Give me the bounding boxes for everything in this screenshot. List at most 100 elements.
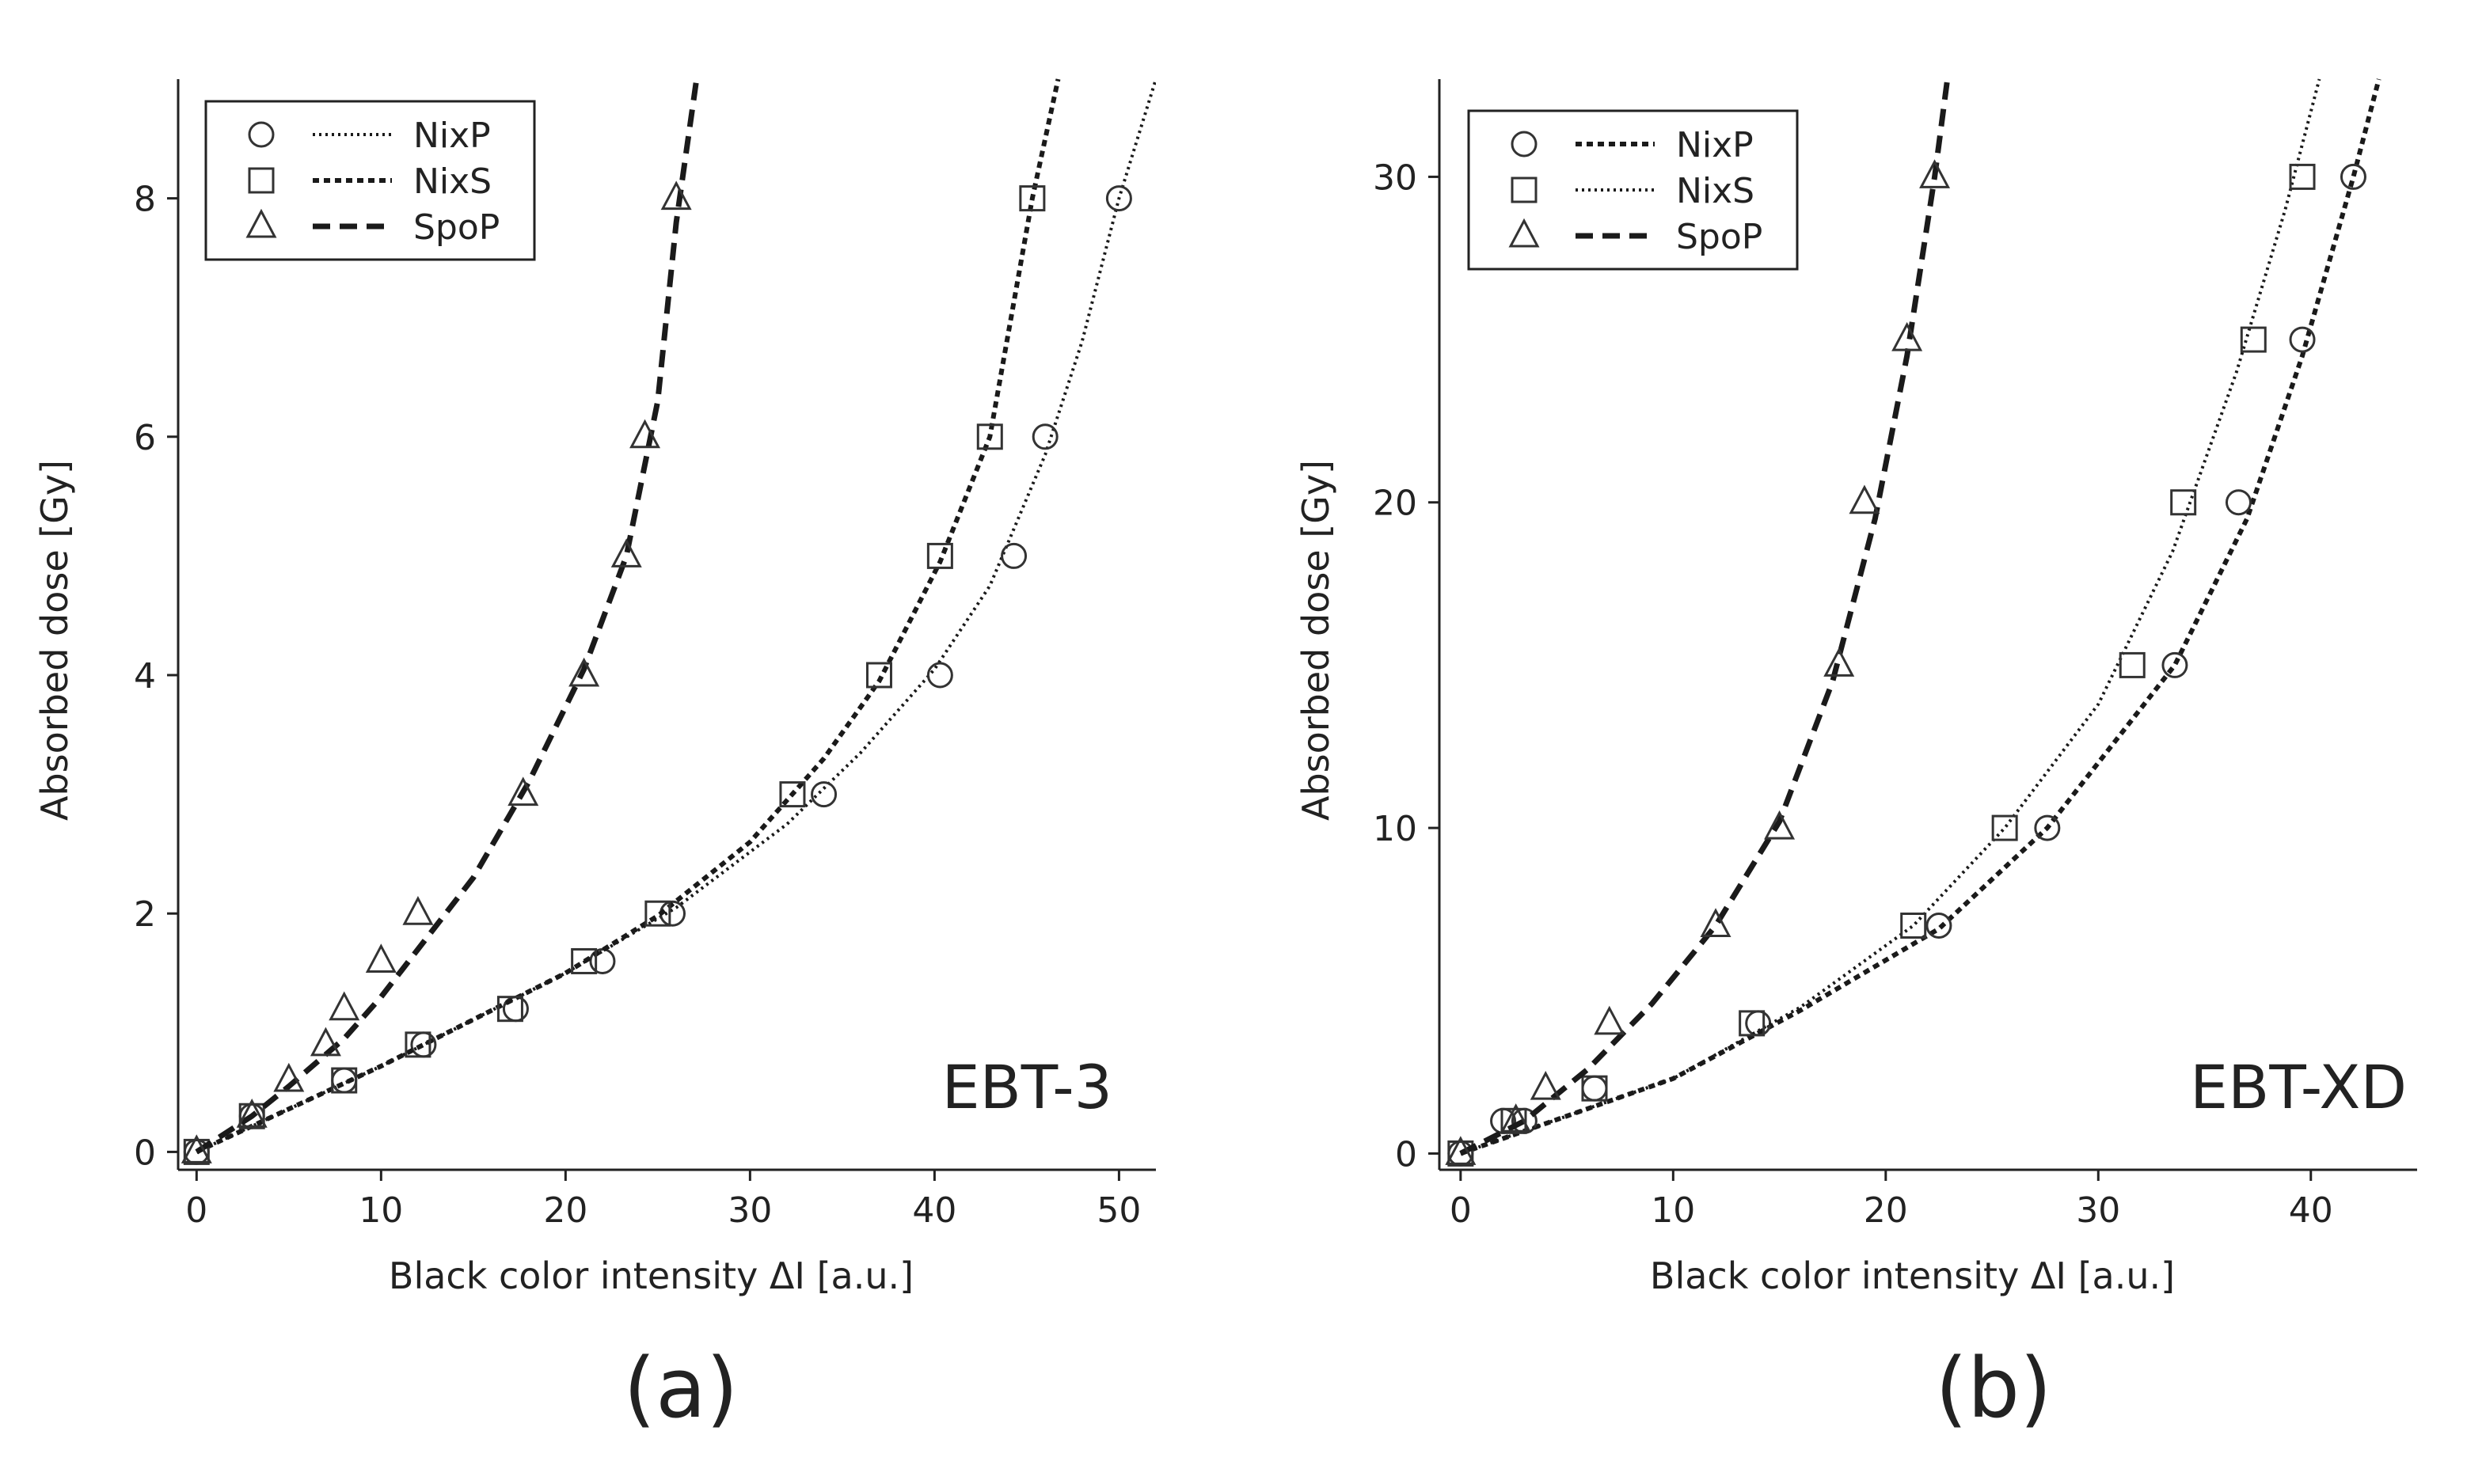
data-point-spop: [273, 1062, 305, 1092]
data-point-spop: [1594, 1005, 1625, 1035]
x-tick-label: 20: [543, 1190, 587, 1231]
y-tick-label: 30: [1373, 158, 1417, 198]
data-point-spop: [568, 657, 600, 687]
legend: NixP NixS SpoP: [204, 100, 536, 261]
data-point-spop: [329, 991, 360, 1021]
data-point-spop: [310, 1027, 341, 1057]
panel-label: (a): [624, 1340, 739, 1437]
y-tick-label: 4: [134, 656, 156, 696]
data-point-nixs: [1991, 814, 2018, 841]
series-nixs: [183, 78, 1061, 1165]
x-tick-label: 40: [912, 1190, 956, 1231]
data-point-spop: [181, 1134, 212, 1163]
series-spop: [1445, 78, 1951, 1165]
data-point-nixp: [811, 781, 838, 808]
fit-curve-nixp: [196, 78, 1156, 1154]
y-tick-label: 2: [134, 894, 156, 935]
data-point-nixs: [1447, 1140, 1474, 1167]
data-point-nixp: [2161, 651, 2188, 678]
data-point-nixp: [1581, 1075, 1608, 1102]
data-point-nixp: [1105, 185, 1132, 212]
x-axis-label: Black color intensity ΔI [a.u.]: [1650, 1254, 2175, 1297]
data-point-nixp: [1001, 542, 1028, 569]
x-tick-label: 30: [728, 1190, 772, 1231]
data-point-nixs: [926, 542, 953, 569]
legend-marker-spop: [245, 208, 277, 238]
legend-label: NixS: [413, 161, 492, 202]
data-point-spop: [236, 1099, 268, 1128]
legend-label: SpoP: [1676, 217, 1762, 257]
film-type-label: EBT-3: [942, 1052, 1112, 1122]
data-point-nixp: [589, 947, 616, 974]
data-point-nixp: [2034, 814, 2061, 841]
y-tick-label: 20: [1373, 484, 1417, 524]
data-point-spop: [1500, 1103, 1532, 1133]
fit-curve-spop: [1459, 78, 1951, 1156]
x-tick-label: 0: [185, 1190, 207, 1231]
y-tick-label: 6: [134, 418, 156, 458]
data-point-nixs: [2170, 489, 2197, 516]
data-point-spop: [660, 180, 692, 211]
data-point-nixp: [926, 662, 953, 689]
legend: NixP NixS SpoP: [1467, 109, 1799, 271]
x-tick-label: 20: [1864, 1190, 1908, 1231]
y-tick-label: 0: [1395, 1134, 1417, 1175]
data-point-spop: [610, 538, 642, 567]
data-point-spop: [507, 776, 539, 807]
data-point-spop: [365, 943, 397, 973]
legend-box: [1467, 109, 1799, 271]
data-point-nixs: [1900, 912, 1927, 939]
series-nixs: [1447, 78, 2321, 1167]
panel-b: 0 10 20 30 40 0 10 20 30 Black color intensity ΔI…: [1294, 78, 2417, 1437]
data-point-nixs: [976, 423, 1003, 450]
y-tick-label: 0: [134, 1133, 156, 1173]
data-point-nixs: [2119, 651, 2146, 678]
data-point-nixp: [1925, 912, 1952, 939]
data-point-nixs: [238, 1103, 265, 1129]
data-point-nixs: [496, 996, 523, 1023]
legend-label: SpoP: [413, 207, 500, 248]
data-point-spop: [1530, 1070, 1561, 1100]
x-tick-label: 30: [2076, 1190, 2120, 1231]
legend-label: NixP: [1676, 125, 1754, 165]
legend-label: NixP: [413, 116, 491, 156]
data-point-nixs: [644, 900, 671, 927]
data-point-spop: [1445, 1136, 1477, 1165]
data-point-spop: [1823, 647, 1855, 677]
x-axis-label: Black color intensity ΔI [a.u.]: [389, 1254, 914, 1297]
data-point-spop: [1849, 484, 1880, 514]
x-tick-label: 10: [1651, 1190, 1695, 1231]
series-spop: [181, 78, 700, 1163]
y-axis-label: Absorbed dose [Gy]: [1294, 460, 1337, 821]
data-point-spop: [1891, 321, 1923, 351]
fit-curve-nixs: [1460, 78, 2321, 1156]
x-tick-label: 10: [359, 1190, 403, 1231]
data-point-nixs: [1739, 1010, 1766, 1037]
data-point-nixp: [2340, 163, 2366, 190]
x-tick-label: 40: [2289, 1190, 2333, 1231]
data-point-nixs: [2289, 163, 2316, 190]
data-point-nixp: [2289, 326, 2316, 353]
legend-label: NixS: [1676, 171, 1754, 211]
x-tick-label: 50: [1097, 1190, 1141, 1231]
data-point-nixs: [865, 662, 892, 689]
y-tick-label: 10: [1373, 809, 1417, 849]
data-point-spop: [1764, 810, 1796, 840]
data-point-spop: [402, 896, 434, 925]
panel-label: (b): [1935, 1340, 2051, 1437]
fit-curve-spop: [195, 78, 700, 1155]
data-point-nixs: [1019, 185, 1046, 212]
film-type-label: EBT-XD: [2190, 1052, 2407, 1122]
fit-curve-nixs: [196, 78, 1061, 1155]
x-tick-label: 0: [1450, 1190, 1472, 1231]
legend-marker-nixs: [1511, 176, 1538, 203]
data-point-nixp: [2225, 489, 2252, 516]
data-point-nixs: [183, 1138, 210, 1165]
data-point-nixp: [1032, 423, 1059, 450]
data-point-spop: [1700, 908, 1731, 937]
data-point-spop: [629, 419, 661, 449]
legend-marker-nixs: [248, 167, 275, 194]
data-point-nixp: [410, 1031, 437, 1058]
legend-marker-spop: [1508, 218, 1540, 248]
legend-marker-nixp: [1511, 131, 1538, 158]
